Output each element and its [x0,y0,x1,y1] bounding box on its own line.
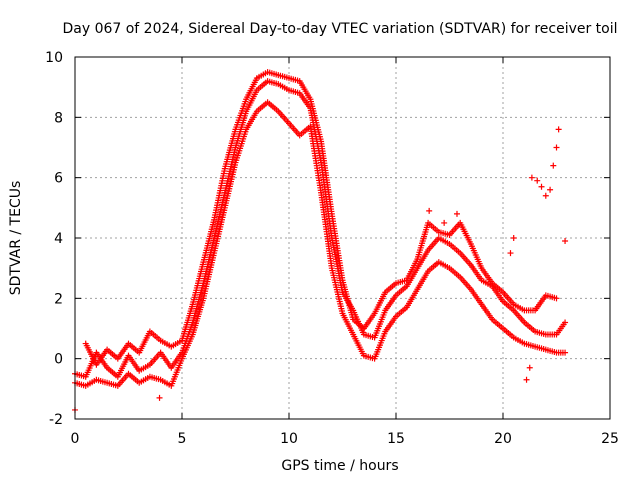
plus-marker [562,349,569,356]
x-tick-label: 5 [178,431,187,447]
y-tick-label: 0 [54,352,63,368]
data-points [72,69,569,413]
grid-lines [75,57,610,419]
plus-marker [526,364,533,371]
x-tick-label: 20 [494,431,512,447]
x-tick-label: 25 [601,431,619,447]
y-axis-label: SDTVAR / TECUs [8,181,24,296]
plus-marker [156,394,163,401]
series-sdtvar-upper [82,69,560,368]
series-sdtvar-main [72,78,569,380]
series-sdtvar-lower [72,99,569,389]
y-tick-label: 10 [45,50,63,66]
plus-marker [510,235,517,241]
series-sdtvar-isolated [72,126,569,413]
chart-title: Day 067 of 2024, Sidereal Day-to-day VTE… [62,21,617,37]
y-tick-label: 2 [54,291,63,307]
plus-marker [562,319,569,326]
plus-marker [453,210,460,217]
plus-marker [547,186,554,193]
y-tick-label: 4 [54,231,63,247]
plus-marker [507,250,514,257]
y-tick-label: 8 [54,110,63,126]
plus-marker [534,177,541,184]
axis-ticks: 0 5 10 15 20 25 -2 0 2 4 6 8 10 [45,50,619,447]
plus-marker [562,238,569,245]
plus-marker [523,376,530,383]
x-tick-label: 15 [387,431,405,447]
plus-marker [441,219,448,226]
x-tick-label: 10 [280,431,298,447]
y-tick-label: 6 [54,171,63,187]
plus-marker [426,207,433,214]
plus-marker [553,144,560,151]
plus-marker [555,126,562,133]
plus-marker [542,192,549,199]
x-axis-label: GPS time / hours [281,458,398,474]
plus-marker [553,295,560,302]
x-tick-label: 0 [71,431,80,447]
plus-marker [550,162,557,169]
plus-marker [528,174,535,181]
y-tick-label: -2 [49,412,63,428]
plus-marker [538,183,545,190]
